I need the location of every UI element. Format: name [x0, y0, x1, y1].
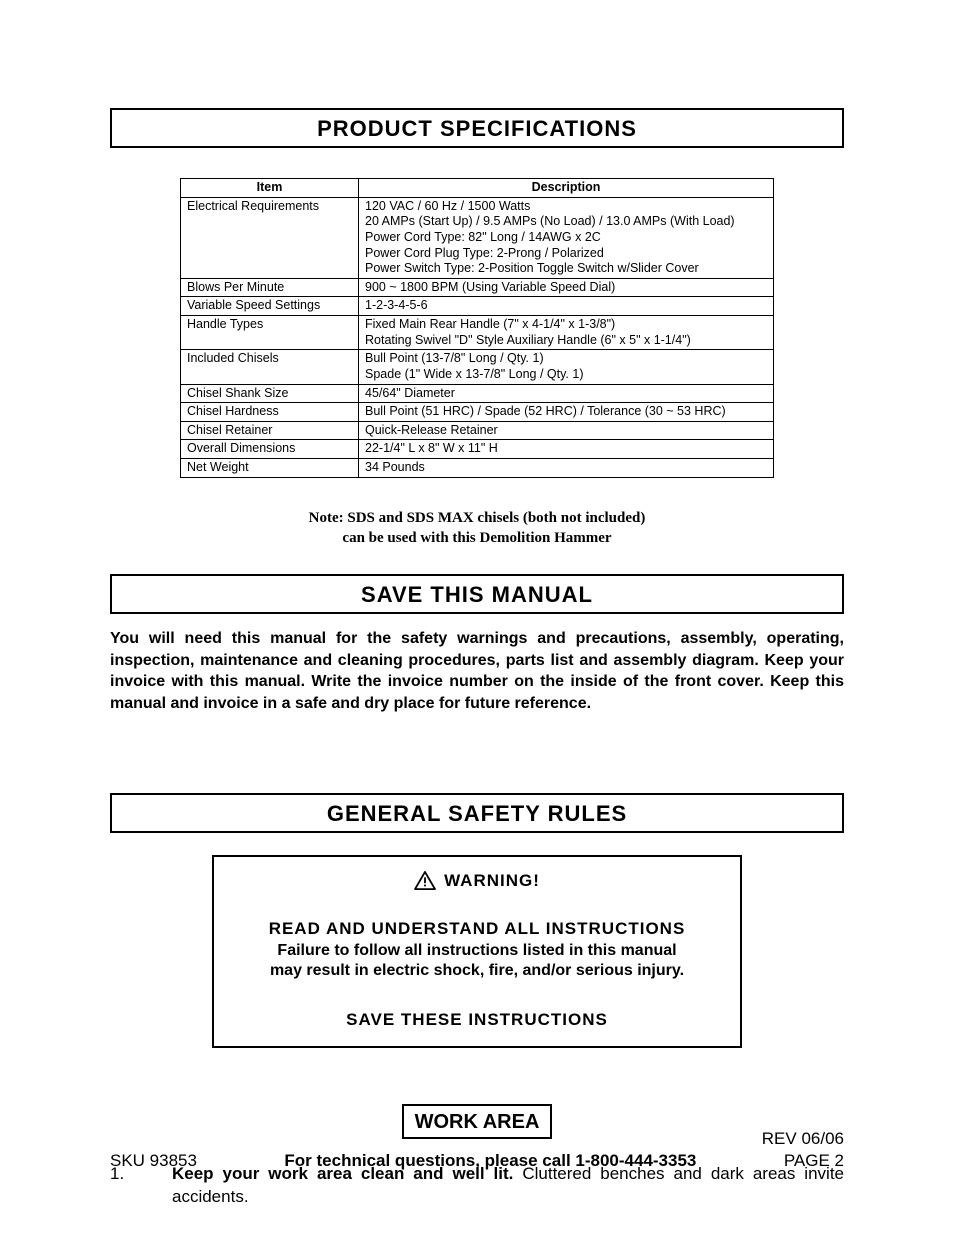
note-line: can be used with this Demolition Hammer — [342, 530, 611, 546]
cell-item: Overall Dimensions — [181, 440, 359, 459]
spec-note: Note: SDS and SDS MAX chisels (both not … — [110, 508, 844, 549]
warning-body-line: may result in electric shock, fire, and/… — [270, 962, 684, 979]
cell-description: Bull Point (13-7/8" Long / Qty. 1)Spade … — [359, 350, 774, 384]
spec-table: Item Description Electrical Requirements… — [180, 178, 774, 478]
warning-label: WARNING! — [444, 871, 540, 891]
cell-item: Electrical Requirements — [181, 197, 359, 278]
table-row: Chisel Shank Size45/64" Diameter — [181, 384, 774, 403]
warning-box: WARNING! READ AND UNDERSTAND ALL INSTRUC… — [212, 855, 742, 1049]
warning-save: SAVE THESE INSTRUCTIONS — [232, 1010, 722, 1030]
footer-page: PAGE 2 — [784, 1151, 844, 1171]
cell-item: Chisel Shank Size — [181, 384, 359, 403]
general-safety-heading: GENERAL SAFETY RULES — [110, 793, 844, 833]
table-row: Variable Speed Settings1-2-3-4-5-6 — [181, 297, 774, 316]
footer-support: For technical questions, please call 1-8… — [284, 1151, 696, 1171]
table-row: Handle TypesFixed Main Rear Handle (7" x… — [181, 316, 774, 350]
cell-item: Chisel Hardness — [181, 403, 359, 422]
warning-head: WARNING! — [232, 871, 722, 891]
page-footer: REV 06/06 SKU 93853 For technical questi… — [110, 1129, 844, 1171]
table-row: Chisel HardnessBull Point (51 HRC) / Spa… — [181, 403, 774, 422]
warning-body-line: Failure to follow all instructions liste… — [277, 942, 676, 959]
warning-triangle-icon — [414, 871, 436, 890]
cell-description: Quick-Release Retainer — [359, 421, 774, 440]
cell-description: 1-2-3-4-5-6 — [359, 297, 774, 316]
cell-description: 900 ~ 1800 BPM (Using Variable Speed Dia… — [359, 278, 774, 297]
th-item: Item — [181, 179, 359, 198]
footer-rev: REV 06/06 — [110, 1129, 844, 1149]
cell-item: Blows Per Minute — [181, 278, 359, 297]
th-description: Description — [359, 179, 774, 198]
cell-item: Variable Speed Settings — [181, 297, 359, 316]
cell-item: Net Weight — [181, 459, 359, 478]
table-row: Chisel RetainerQuick-Release Retainer — [181, 421, 774, 440]
note-line: Note: SDS and SDS MAX chisels (both not … — [309, 510, 646, 526]
table-header-row: Item Description — [181, 179, 774, 198]
product-spec-heading: PRODUCT SPECIFICATIONS — [110, 108, 844, 148]
cell-description: 45/64" Diameter — [359, 384, 774, 403]
table-row: Net Weight34 Pounds — [181, 459, 774, 478]
table-row: Electrical Requirements120 VAC / 60 Hz /… — [181, 197, 774, 278]
cell-description: 22-1/4" L x 8" W x 11" H — [359, 440, 774, 459]
cell-item: Included Chisels — [181, 350, 359, 384]
table-row: Overall Dimensions22-1/4" L x 8" W x 11"… — [181, 440, 774, 459]
table-row: Blows Per Minute900 ~ 1800 BPM (Using Va… — [181, 278, 774, 297]
cell-item: Handle Types — [181, 316, 359, 350]
cell-description: Fixed Main Rear Handle (7" x 4-1/4" x 1-… — [359, 316, 774, 350]
cell-description: Bull Point (51 HRC) / Spade (52 HRC) / T… — [359, 403, 774, 422]
cell-item: Chisel Retainer — [181, 421, 359, 440]
warning-line1: READ AND UNDERSTAND ALL INSTRUCTIONS — [232, 919, 722, 939]
table-row: Included ChiselsBull Point (13-7/8" Long… — [181, 350, 774, 384]
save-manual-heading: SAVE THIS MANUAL — [110, 574, 844, 614]
save-manual-body: You will need this manual for the safety… — [110, 628, 844, 714]
cell-description: 120 VAC / 60 Hz / 1500 Watts20 AMPs (Sta… — [359, 197, 774, 278]
cell-description: 34 Pounds — [359, 459, 774, 478]
footer-sku: SKU 93853 — [110, 1151, 197, 1171]
warning-body: Failure to follow all instructions liste… — [232, 941, 722, 983]
